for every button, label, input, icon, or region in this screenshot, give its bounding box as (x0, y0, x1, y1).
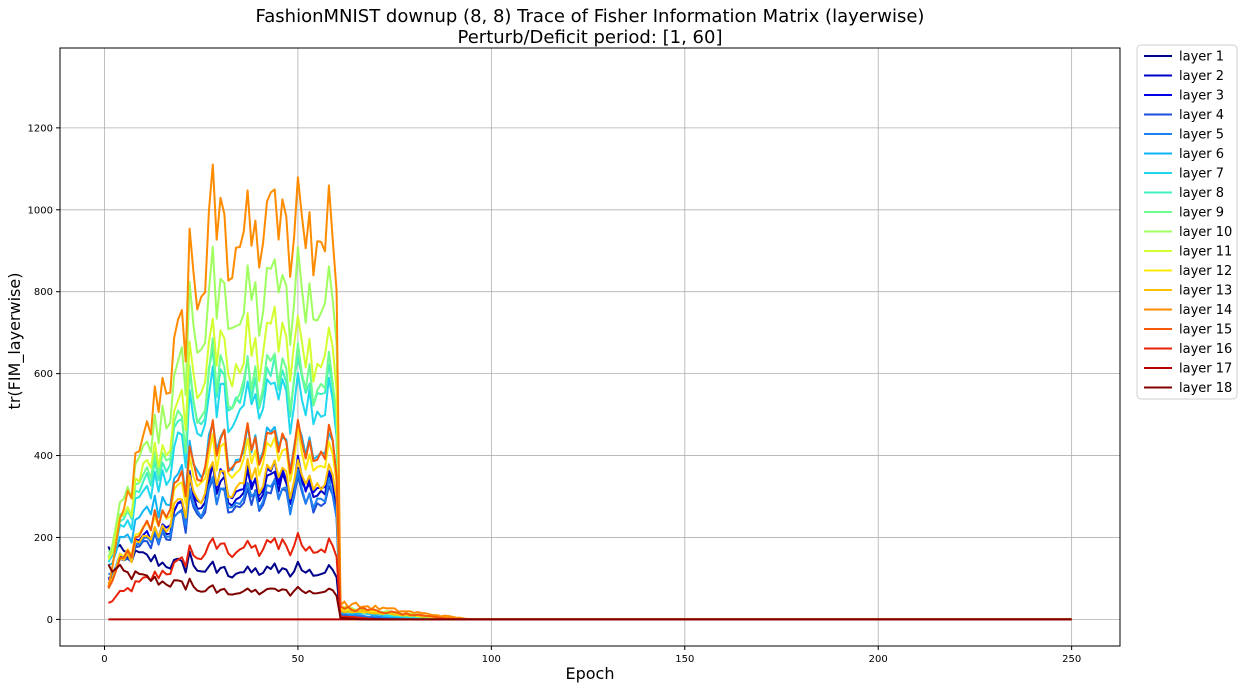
grid-lines (60, 48, 1120, 646)
legend-label: layer 9 (1179, 206, 1224, 221)
y-tick-label: 1200 (28, 123, 53, 134)
y-tick-label: 600 (34, 369, 53, 380)
axis-ticks: 0 50 100 150 200 250 0 200 400 600 800 1000 1200 (28, 123, 1082, 665)
y-axis-label: tr(FIM_layerwise) (5, 273, 25, 410)
x-tick-label: 150 (675, 654, 694, 665)
legend-label: layer 4 (1179, 108, 1224, 123)
chart-title: FashionMNIST downup (8, 8) Trace of Fish… (256, 6, 925, 27)
legend-label: layer 13 (1179, 284, 1232, 299)
legend: layer 1 layer 2 layer 3 layer 4 layer 5 layer… (1136, 44, 1238, 400)
legend-label: layer 14 (1179, 303, 1232, 318)
series-line (107, 337, 1072, 621)
y-tick-label: 200 (34, 533, 53, 544)
legend-label: layer 12 (1179, 264, 1232, 279)
plot-frame (59, 47, 1121, 647)
series-line (108, 468, 1072, 621)
legend-label: layer 7 (1179, 167, 1224, 182)
x-tick-label: 250 (1062, 654, 1081, 665)
legend-label: layer 3 (1179, 89, 1224, 104)
series-line (108, 532, 1072, 621)
x-tick-label: 200 (869, 654, 888, 665)
legend-label: layer 8 (1179, 186, 1224, 201)
series-line (107, 245, 1072, 621)
x-tick-label: 100 (482, 654, 501, 665)
legend-label: layer 5 (1179, 128, 1224, 143)
series-lines (107, 163, 1072, 621)
chart-subtitle: Perturb/Deficit period: [1, 60] (458, 27, 723, 48)
x-tick-label: 50 (292, 654, 305, 665)
legend-label: layer 10 (1179, 225, 1232, 240)
y-tick-label: 0 (47, 615, 53, 626)
series-line (107, 365, 1072, 621)
legend-label: layer 2 (1179, 69, 1224, 84)
series-line (107, 544, 1072, 621)
x-axis-label: Epoch (566, 664, 615, 683)
legend-label: layer 18 (1179, 381, 1232, 396)
series-line (107, 305, 1072, 621)
legend-label: layer 17 (1179, 362, 1232, 377)
x-tick-label: 0 (101, 654, 107, 665)
legend-label: layer 15 (1179, 323, 1232, 338)
legend-label: layer 1 (1179, 50, 1224, 65)
y-tick-label: 400 (34, 451, 53, 462)
legend-label: layer 11 (1179, 245, 1232, 260)
series-line (107, 563, 1072, 621)
y-tick-label: 1000 (28, 205, 53, 216)
series-line (107, 462, 1072, 621)
y-tick-label: 800 (34, 287, 53, 298)
legend-label: layer 16 (1179, 342, 1232, 357)
legend-label: layer 6 (1179, 147, 1224, 162)
series-line (108, 422, 1072, 621)
